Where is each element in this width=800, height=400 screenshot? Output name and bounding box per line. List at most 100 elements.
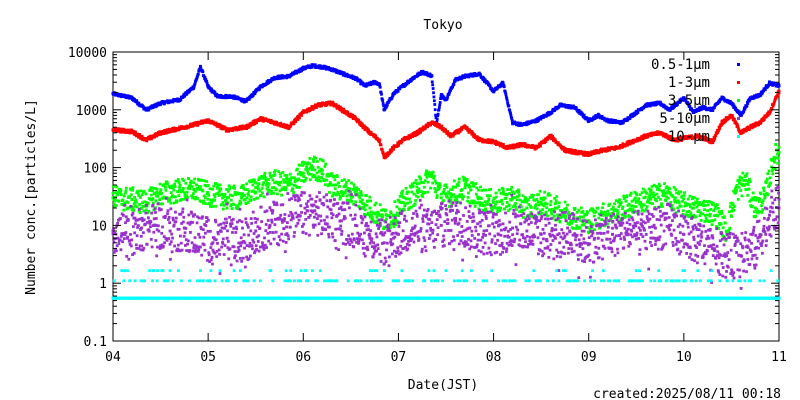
data-point: [405, 192, 409, 196]
data-point: [770, 165, 773, 169]
data-point: [677, 192, 681, 196]
data-point: [397, 214, 400, 218]
data-point: [517, 190, 521, 194]
data-point: [500, 83, 504, 87]
data-point: [483, 203, 487, 207]
data-point: [670, 206, 674, 209]
data-point: [409, 200, 413, 204]
data-point: [294, 179, 298, 183]
data-point: [706, 209, 710, 213]
data-point: [323, 179, 326, 182]
data-point: [499, 191, 503, 195]
data-point: [410, 182, 414, 186]
data-point: [381, 102, 385, 105]
data-point: [539, 209, 542, 213]
data-point: [432, 176, 436, 180]
data-point: [487, 194, 490, 198]
data-point: [506, 192, 510, 196]
data-point: [199, 200, 203, 203]
data-point: [286, 181, 289, 185]
data-point: [503, 207, 507, 211]
data-point: [281, 187, 285, 191]
data-point: [468, 201, 472, 205]
data-point: [412, 181, 416, 185]
data-point: [147, 108, 151, 112]
data-point: [212, 193, 216, 197]
data-point: [224, 198, 228, 202]
data-point: [332, 183, 336, 187]
data-point: [212, 184, 216, 188]
data-point: [438, 101, 442, 104]
data-point: [270, 191, 274, 195]
data-point: [238, 199, 242, 203]
data-point: [493, 204, 497, 208]
data-point: [245, 196, 249, 200]
data-point: [305, 163, 309, 167]
data-point: [460, 76, 464, 80]
data-point: [135, 205, 139, 209]
data-point: [571, 218, 575, 222]
data-point: [548, 208, 552, 212]
data-point: [634, 205, 638, 209]
data-point: [341, 73, 345, 77]
data-point: [321, 172, 325, 176]
data-point: [219, 187, 223, 191]
data-point: [307, 172, 311, 176]
data-point: [254, 186, 258, 190]
data-point: [718, 212, 722, 216]
data-point: [646, 135, 650, 139]
data-point: [221, 207, 225, 211]
data-point: [111, 191, 115, 195]
data-point: [287, 126, 291, 130]
data-point: [738, 111, 742, 115]
data-point: [547, 192, 551, 196]
data-point: [459, 195, 462, 198]
data-point: [740, 194, 744, 198]
data-point: [251, 183, 255, 187]
data-point: [723, 215, 726, 219]
data-point: [380, 97, 384, 101]
data-point: [336, 190, 340, 194]
data-point: [558, 220, 562, 224]
data-point: [748, 177, 751, 181]
data-point: [250, 179, 254, 182]
data-point: [606, 149, 609, 153]
data-point: [310, 167, 314, 171]
data-point: [665, 195, 669, 199]
data-point: [190, 185, 194, 189]
data-point: [214, 204, 218, 208]
data-point: [539, 197, 543, 201]
data-point: [208, 119, 211, 123]
data-point: [344, 184, 348, 188]
data-point: [174, 129, 177, 133]
data-point: [360, 193, 363, 197]
data-point: [196, 197, 199, 200]
data-point: [399, 209, 403, 213]
data-point: [117, 199, 121, 203]
data-point: [675, 191, 679, 195]
data-point: [368, 215, 372, 219]
data-point: [328, 181, 332, 184]
data-point: [738, 129, 742, 133]
data-point: [403, 138, 407, 142]
data-point: [777, 84, 781, 87]
data-point: [176, 178, 180, 181]
data-point: [422, 181, 425, 185]
data-point: [292, 121, 296, 125]
data-point: [194, 190, 197, 193]
data-point: [466, 199, 470, 203]
data-point: [359, 79, 363, 83]
data-point: [378, 85, 382, 89]
data-point: [273, 169, 277, 173]
data-point: [426, 190, 430, 194]
data-point: [381, 208, 385, 212]
data-point: [159, 188, 163, 192]
data-point: [532, 193, 535, 197]
data-point: [354, 200, 358, 204]
data-point: [324, 162, 328, 166]
data-point: [495, 206, 499, 210]
data-point: [491, 199, 495, 203]
data-point: [501, 81, 505, 85]
data-point: [716, 206, 720, 210]
